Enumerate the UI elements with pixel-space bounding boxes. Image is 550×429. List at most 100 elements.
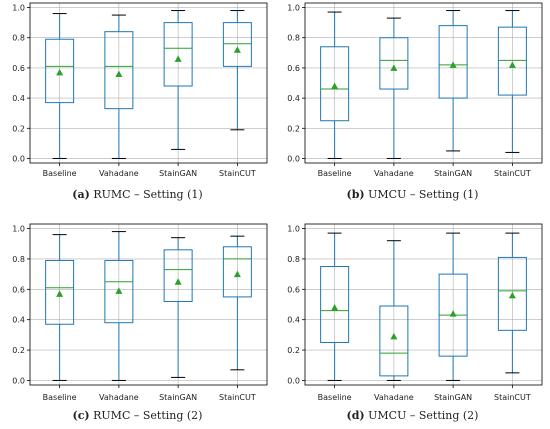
panel-b-ytick-label: 1.0 bbox=[287, 4, 300, 13]
panel-c-ytick-label: 0.8 bbox=[12, 255, 25, 264]
panel-b-xtick-label: StainCUT bbox=[494, 169, 531, 178]
iqr-box bbox=[379, 305, 409, 377]
panel-d-chart: 0.0 0.2 0.4 0.6 0.8 1.0 Baseline Vahadane StainG… bbox=[287, 223, 543, 402]
panel-d-axes-frame bbox=[304, 223, 543, 386]
panel-d-ytick-label: 0.4 bbox=[287, 316, 300, 325]
panel-a-ytick-label: 1.0 bbox=[12, 4, 25, 13]
mean-marker bbox=[508, 291, 516, 299]
mean-marker bbox=[331, 304, 339, 311]
iqr-box bbox=[163, 249, 193, 302]
iqr-box bbox=[104, 259, 134, 324]
mean-marker bbox=[174, 55, 182, 62]
panel-c-box-staincut bbox=[222, 235, 252, 371]
panel-a-box-vahadane bbox=[104, 14, 134, 159]
panel-d-xtick-label: StainCUT bbox=[494, 393, 531, 402]
panel-d-caption: (d) UMCU – Setting (2) bbox=[275, 409, 550, 422]
panel-a-ytick-label: 0.8 bbox=[12, 34, 25, 43]
panel-b-ytick-label: 0.0 bbox=[287, 154, 300, 163]
panel-a-box-staincut bbox=[222, 10, 252, 131]
panel-a-ytick-label: 0.4 bbox=[12, 94, 25, 103]
iqr-box bbox=[438, 25, 468, 99]
mean-marker bbox=[449, 61, 457, 68]
panel-d-ytick-label: 1.0 bbox=[287, 225, 300, 234]
panel-c-xtick-label: Baseline bbox=[43, 393, 77, 402]
panel-c-ytick-label: 0.6 bbox=[12, 285, 25, 294]
panel-b-ytick-label: 0.2 bbox=[287, 124, 300, 133]
iqr-box bbox=[163, 22, 193, 87]
panel-d-ytick-label: 0.2 bbox=[287, 346, 300, 355]
panel-a-xtick-label: StainCUT bbox=[219, 169, 256, 178]
panel-c-caption: (c) RUMC – Setting (2) bbox=[0, 409, 275, 422]
mean-marker bbox=[115, 70, 123, 77]
panel-d-box-staingan bbox=[438, 232, 468, 381]
panel-b-caption-label: (b) bbox=[346, 188, 365, 201]
iqr-box bbox=[379, 37, 409, 90]
panel-d-xtick-label: StainGAN bbox=[434, 393, 472, 402]
mean-marker bbox=[508, 61, 516, 68]
panel-c-xtick-label: Vahadane bbox=[99, 393, 139, 402]
panel-d-caption-label: (d) bbox=[346, 409, 365, 422]
panel-b-box-staincut bbox=[497, 10, 527, 153]
mean-marker bbox=[56, 68, 64, 76]
iqr-box bbox=[497, 26, 527, 96]
panel-c-axes-frame bbox=[29, 223, 268, 386]
panel-c-box-vahadane bbox=[104, 231, 134, 381]
panel-b-ytick-label: 0.6 bbox=[287, 64, 300, 73]
panel-a-caption: (a) RUMC – Setting (1) bbox=[0, 188, 275, 201]
panel-a-ytick-label: 0.2 bbox=[12, 124, 25, 133]
panel-d-ytick-label: 0.6 bbox=[287, 285, 300, 294]
iqr-box bbox=[222, 22, 252, 67]
iqr-box bbox=[104, 31, 134, 110]
mean-marker bbox=[449, 310, 457, 317]
panel-a-caption-text: RUMC – Setting (1) bbox=[93, 188, 203, 201]
panel-a-box-staingan bbox=[163, 10, 193, 150]
panel-b-xtick-label: Baseline bbox=[318, 169, 352, 178]
panel-a-xtick-label: StainGAN bbox=[159, 169, 197, 178]
panel-a-caption-label: (a) bbox=[72, 188, 90, 201]
panel-b-ytick-label: 0.4 bbox=[287, 94, 300, 103]
panel-d-xtick-label: Vahadane bbox=[374, 393, 414, 402]
panel-d-ytick-label: 0.8 bbox=[287, 255, 300, 264]
mean-marker bbox=[233, 46, 241, 53]
panel-c-ytick-label: 0.4 bbox=[12, 316, 25, 325]
panel-c-xtick-label: StainGAN bbox=[159, 393, 197, 402]
panel-c-caption-label: (c) bbox=[72, 409, 90, 422]
panel-d-box-baseline bbox=[320, 232, 350, 381]
panel-c-ytick-label: 0.2 bbox=[12, 346, 25, 355]
panel-a-box-baseline bbox=[45, 13, 75, 159]
panel-a-xtick-label: Vahadane bbox=[99, 169, 139, 178]
iqr-box bbox=[320, 266, 350, 343]
mean-marker bbox=[115, 287, 123, 294]
panel-c-xtick-label: StainCUT bbox=[219, 393, 256, 402]
panel-a-ytick-label: 0.0 bbox=[12, 154, 25, 163]
panel-c-box-baseline bbox=[45, 234, 75, 381]
panel-b-xtick-label: StainGAN bbox=[434, 169, 472, 178]
panel-c-ytick-label: 1.0 bbox=[12, 225, 25, 234]
panel-c-chart: 0.0 0.2 0.4 0.6 0.8 1.0 Baseline Vahadane StainG… bbox=[12, 223, 268, 402]
panel-c-caption-text: RUMC – Setting (2) bbox=[93, 409, 203, 422]
panel-c-ytick-label: 0.0 bbox=[12, 376, 25, 385]
mean-marker bbox=[233, 270, 241, 278]
panel-d-ytick-label: 0.0 bbox=[287, 376, 300, 385]
iqr-box bbox=[45, 259, 75, 325]
mean-marker bbox=[331, 82, 339, 90]
panel-b-box-baseline bbox=[320, 11, 350, 159]
panel-b-box-staingan bbox=[438, 10, 468, 152]
mean-marker bbox=[174, 278, 182, 285]
mean-marker bbox=[390, 332, 398, 340]
panel-a-chart: 0.0 0.2 0.4 0.6 0.8 1.0 Baseline Vahadane StainG… bbox=[12, 2, 268, 178]
panel-b-caption-text: UMCU – Setting (1) bbox=[368, 188, 479, 201]
iqr-box bbox=[497, 256, 527, 331]
panel-a-xtick-label: Baseline bbox=[43, 169, 77, 178]
panel-d-caption-text: UMCU – Setting (2) bbox=[368, 409, 479, 422]
panel-d-box-staincut bbox=[497, 232, 527, 374]
mean-marker bbox=[56, 290, 64, 297]
panel-b-chart: 0.0 0.2 0.4 0.6 0.8 1.0 Baseline Vahadane StainG… bbox=[287, 2, 543, 178]
iqr-box bbox=[320, 46, 350, 122]
panel-d-box-vahadane bbox=[379, 240, 409, 381]
panel-d-xtick-label: Baseline bbox=[318, 393, 352, 402]
mean-marker bbox=[390, 64, 398, 71]
panel-b-xtick-label: Vahadane bbox=[374, 169, 414, 178]
panel-b-box-vahadane bbox=[379, 17, 409, 159]
panel-a-ytick-label: 0.6 bbox=[12, 64, 25, 73]
